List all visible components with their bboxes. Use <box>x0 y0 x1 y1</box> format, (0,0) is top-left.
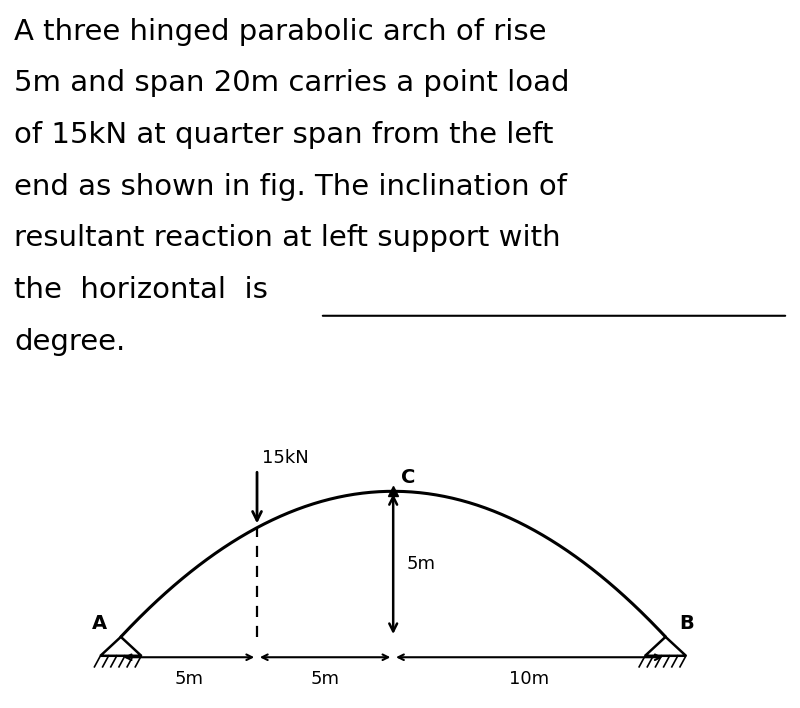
Text: of 15kN at quarter span from the left: of 15kN at quarter span from the left <box>14 121 554 149</box>
Text: degree.: degree. <box>14 328 126 356</box>
Text: A: A <box>92 614 107 632</box>
Text: 5m: 5m <box>174 670 203 688</box>
Text: 5m: 5m <box>407 555 436 573</box>
Text: A three hinged parabolic arch of rise: A three hinged parabolic arch of rise <box>14 18 547 46</box>
Text: 15kN: 15kN <box>262 449 310 467</box>
Text: resultant reaction at left support with: resultant reaction at left support with <box>14 224 561 253</box>
Text: 5m: 5m <box>310 670 340 688</box>
Text: B: B <box>679 614 694 632</box>
Text: C: C <box>402 468 416 487</box>
Text: 10m: 10m <box>510 670 550 688</box>
Text: the  horizontal  is: the horizontal is <box>14 276 268 304</box>
Text: end as shown in fig. The inclination of: end as shown in fig. The inclination of <box>14 173 567 201</box>
Text: 5m and span 20m carries a point load: 5m and span 20m carries a point load <box>14 69 570 98</box>
